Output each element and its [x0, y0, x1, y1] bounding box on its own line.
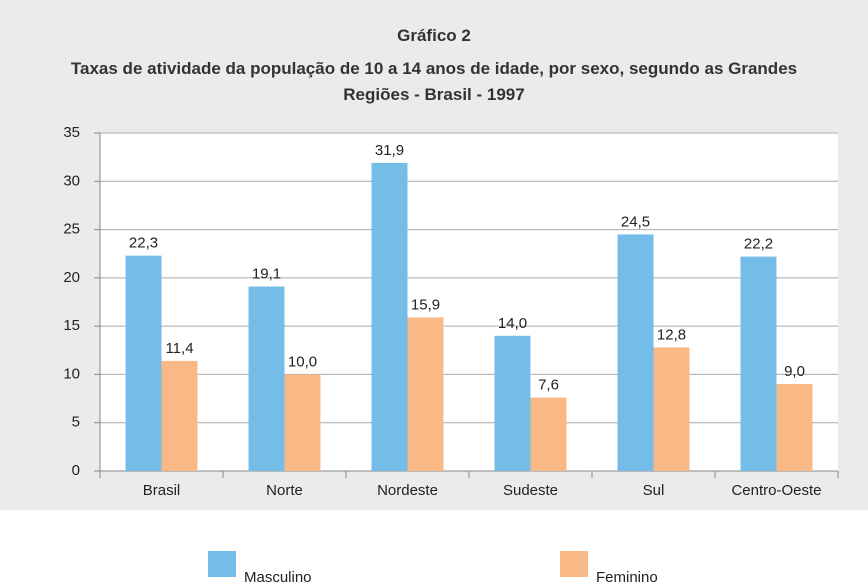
bar — [248, 286, 285, 471]
bar — [407, 317, 444, 471]
bar — [617, 234, 654, 471]
chart-title: Gráfico 2 — [397, 26, 471, 45]
data-label: 19,1 — [252, 266, 281, 283]
x-tick-label: Sul — [643, 482, 665, 499]
bar — [161, 360, 198, 471]
x-tick-label: Centro-Oeste — [731, 482, 821, 499]
bar — [653, 347, 690, 471]
legend-label: Feminino — [596, 569, 658, 586]
bar — [371, 162, 408, 472]
data-label: 12,8 — [657, 326, 686, 343]
chart-subtitle: Taxas de atividade da população de 10 a … — [70, 59, 798, 104]
y-tick-label: 20 — [63, 269, 80, 286]
data-label: 10,0 — [288, 353, 317, 370]
y-tick-label: 25 — [63, 221, 80, 238]
data-label: 22,3 — [129, 235, 158, 252]
x-tick-label: Sudeste — [503, 482, 558, 499]
plot-area — [100, 133, 838, 471]
legend-swatch — [560, 551, 588, 577]
y-tick-label: 0 — [72, 462, 80, 479]
y-tick-label: 35 — [63, 124, 80, 141]
bar — [740, 256, 777, 471]
data-label: 9,0 — [784, 363, 805, 380]
legend-swatch — [208, 551, 236, 577]
bar — [776, 384, 813, 471]
y-tick-label: 30 — [63, 172, 80, 189]
legend-label: Masculino — [244, 569, 312, 586]
data-label: 24,5 — [621, 213, 650, 230]
x-tick-label: Norte — [266, 482, 303, 499]
bar — [530, 397, 567, 471]
data-label: 7,6 — [538, 377, 559, 394]
data-label: 15,9 — [411, 296, 440, 313]
data-label: 11,4 — [165, 340, 193, 357]
bar — [284, 374, 321, 471]
x-tick-label: Nordeste — [377, 482, 438, 499]
data-label: 22,2 — [744, 236, 773, 253]
x-tick-label: Brasil — [143, 482, 181, 499]
data-label: 14,0 — [498, 315, 527, 332]
bar — [494, 335, 531, 471]
y-tick-label: 10 — [63, 365, 80, 382]
bar — [125, 255, 162, 471]
y-tick-label: 5 — [72, 414, 80, 431]
y-tick-label: 15 — [63, 317, 80, 334]
data-label: 31,9 — [375, 142, 404, 159]
